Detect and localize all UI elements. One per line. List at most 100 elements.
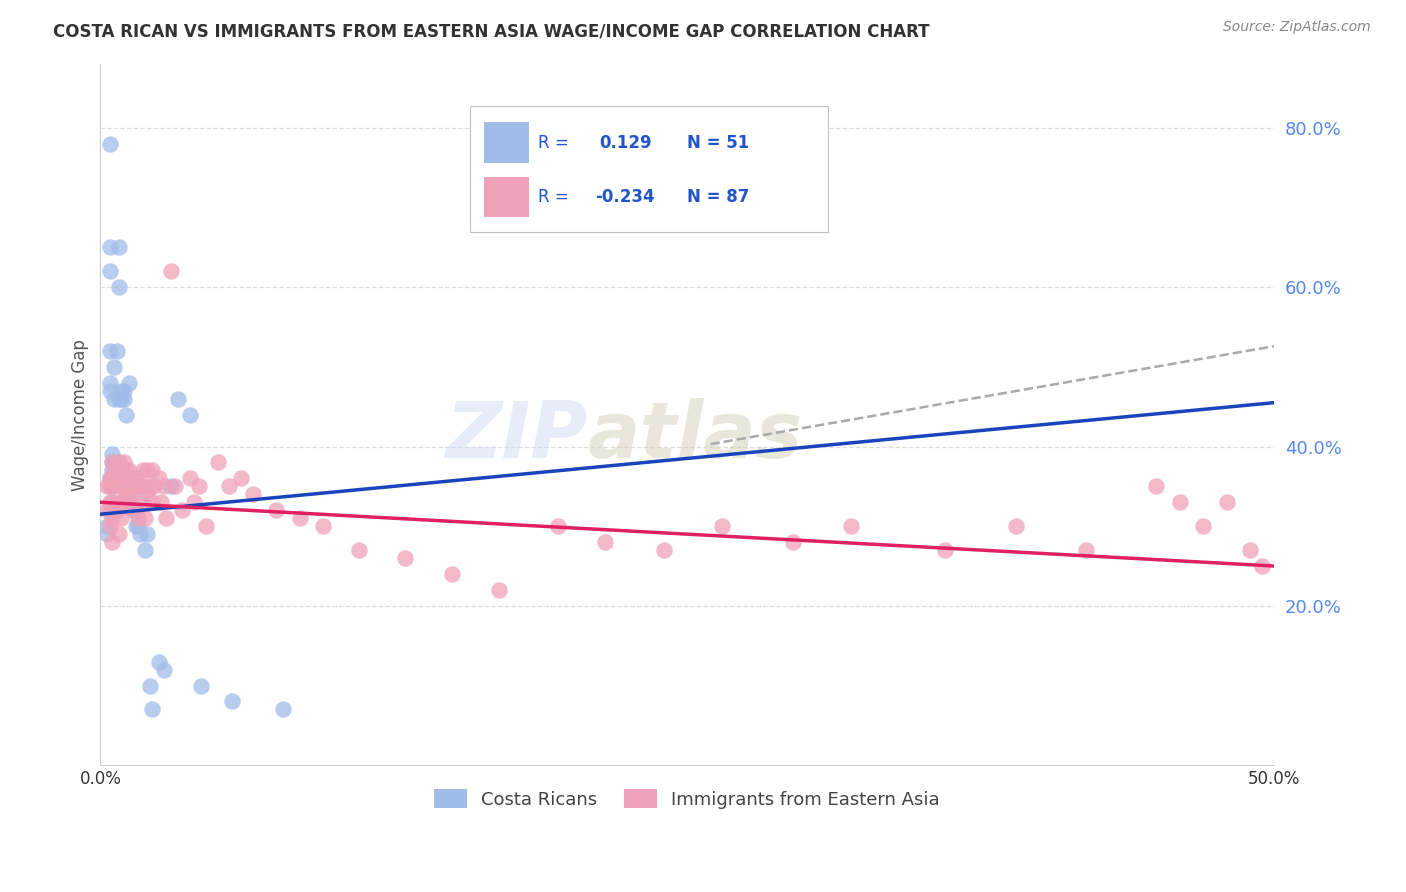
Point — [98, 384, 121, 398]
Point — [129, 527, 152, 541]
Point — [108, 392, 131, 406]
Point — [101, 535, 124, 549]
Point — [138, 479, 160, 493]
Point — [131, 495, 153, 509]
Point — [115, 487, 138, 501]
Point — [105, 463, 128, 477]
Point — [150, 495, 173, 509]
Point — [194, 519, 217, 533]
Point — [148, 655, 170, 669]
Point — [101, 455, 124, 469]
Point — [112, 455, 135, 469]
Point — [105, 455, 128, 469]
Point — [136, 527, 159, 541]
Point — [347, 543, 370, 558]
Point — [112, 479, 135, 493]
Point — [148, 471, 170, 485]
Point — [96, 479, 118, 493]
Point — [98, 519, 121, 533]
Point — [98, 495, 121, 509]
Point — [112, 392, 135, 406]
Point — [122, 479, 145, 493]
Point — [547, 519, 569, 533]
Point — [101, 447, 124, 461]
Point — [183, 495, 205, 509]
Point — [108, 471, 131, 485]
Point — [165, 479, 187, 493]
Point — [98, 503, 121, 517]
Point — [103, 392, 125, 406]
Point — [488, 582, 510, 597]
Point — [127, 511, 149, 525]
Point — [218, 479, 240, 493]
Point — [108, 455, 131, 469]
Point — [134, 511, 156, 525]
Point — [652, 543, 675, 558]
Point — [103, 479, 125, 493]
Point — [1251, 559, 1274, 574]
FancyBboxPatch shape — [470, 106, 828, 232]
Point — [141, 463, 163, 477]
Point — [1216, 495, 1239, 509]
Point — [394, 551, 416, 566]
Point — [179, 471, 201, 485]
Point — [124, 503, 146, 517]
Point — [242, 487, 264, 501]
Point — [96, 527, 118, 541]
Point — [112, 495, 135, 509]
Point — [105, 503, 128, 517]
Point — [1004, 519, 1026, 533]
Point — [141, 702, 163, 716]
Point — [231, 471, 253, 485]
Point — [112, 471, 135, 485]
Point — [101, 463, 124, 477]
Point — [1239, 543, 1261, 558]
Point — [103, 503, 125, 517]
Point — [103, 463, 125, 477]
Point — [934, 543, 956, 558]
Point — [96, 503, 118, 517]
Point — [143, 479, 166, 493]
Point — [108, 495, 131, 509]
Text: Source: ZipAtlas.com: Source: ZipAtlas.com — [1223, 20, 1371, 34]
Point — [98, 376, 121, 390]
Point — [841, 519, 863, 533]
Point — [122, 503, 145, 517]
FancyBboxPatch shape — [484, 177, 529, 217]
Point — [115, 463, 138, 477]
Point — [98, 264, 121, 278]
Point — [288, 511, 311, 525]
Point — [115, 408, 138, 422]
Point — [108, 527, 131, 541]
Point — [166, 392, 188, 406]
Point — [103, 359, 125, 374]
Point — [134, 543, 156, 558]
Point — [101, 511, 124, 525]
Legend: Costa Ricans, Immigrants from Eastern Asia: Costa Ricans, Immigrants from Eastern As… — [427, 782, 948, 816]
Point — [711, 519, 734, 533]
Point — [136, 463, 159, 477]
Text: COSTA RICAN VS IMMIGRANTS FROM EASTERN ASIA WAGE/INCOME GAP CORRELATION CHART: COSTA RICAN VS IMMIGRANTS FROM EASTERN A… — [53, 22, 929, 40]
Point — [124, 519, 146, 533]
Point — [101, 503, 124, 517]
Point — [98, 479, 121, 493]
Point — [110, 463, 132, 477]
Text: R =: R = — [538, 134, 574, 152]
Point — [131, 463, 153, 477]
Text: 0.129: 0.129 — [599, 134, 652, 152]
Point — [136, 487, 159, 501]
Text: R =: R = — [538, 188, 574, 206]
Point — [101, 455, 124, 469]
Y-axis label: Wage/Income Gap: Wage/Income Gap — [72, 339, 89, 491]
Point — [101, 495, 124, 509]
Point — [110, 479, 132, 493]
Point — [110, 511, 132, 525]
Point — [105, 471, 128, 485]
Point — [312, 519, 335, 533]
Point — [103, 463, 125, 477]
Point — [1168, 495, 1191, 509]
Point — [96, 519, 118, 533]
Point — [1074, 543, 1097, 558]
Point — [782, 535, 804, 549]
Point — [159, 479, 181, 493]
